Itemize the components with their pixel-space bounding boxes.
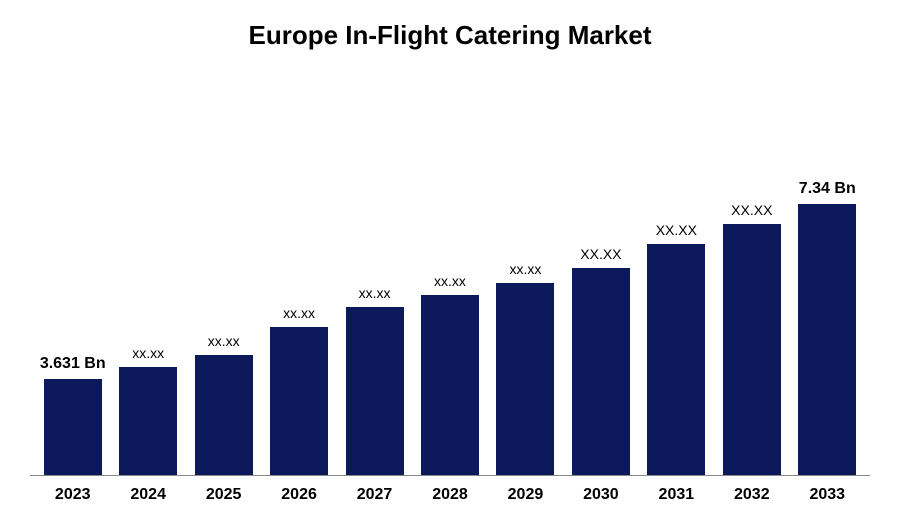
x-label: 2033 [790,486,865,504]
chart-area: 3.631 Bn xx.xx xx.xx xx.xx xx.xx xx.xx x… [30,76,870,476]
bar-value-label: xx.xx [132,345,164,361]
bar-group: xx.xx [261,76,336,475]
chart-title: Europe In-Flight Catering Market [30,20,870,51]
bar-group: xx.xx [412,76,487,475]
bar-group: XX.XX [639,76,714,475]
bar [270,327,328,475]
bar-value-label: xx.xx [434,273,466,289]
bar [119,367,177,475]
x-label: 2025 [186,486,261,504]
bar-value-label: 3.631 Bn [40,355,106,373]
bar-group: XX.XX [563,76,638,475]
bar [647,244,705,475]
bar [723,224,781,475]
bar-value-label: xx.xx [283,305,315,321]
bar [496,283,554,475]
bar [421,295,479,475]
bar-value-label: XX.XX [580,246,621,262]
x-label: 2023 [35,486,110,504]
bar-value-label: XX.XX [656,222,697,238]
x-label: 2024 [110,486,185,504]
x-label: 2030 [563,486,638,504]
x-axis-labels: 2023 2024 2025 2026 2027 2028 2029 2030 … [30,476,870,504]
x-label: 2031 [639,486,714,504]
bar [346,307,404,475]
bar-group: xx.xx [337,76,412,475]
x-label: 2026 [261,486,336,504]
bar-group: 3.631 Bn [35,76,110,475]
bar-group: xx.xx [488,76,563,475]
bar-value-label: XX.XX [731,202,772,218]
x-label: 2029 [488,486,563,504]
bar [195,355,253,475]
bar-value-label: xx.xx [359,285,391,301]
bar-group: xx.xx [110,76,185,475]
bar-value-label: xx.xx [208,333,240,349]
chart-container: Europe In-Flight Catering Market 3.631 B… [0,0,900,525]
x-label: 2028 [412,486,487,504]
bar-value-label: 7.34 Bn [799,180,856,198]
bar [44,379,102,475]
bar [572,268,630,475]
x-label: 2032 [714,486,789,504]
x-label: 2027 [337,486,412,504]
bar-group: xx.xx [186,76,261,475]
bar [798,204,856,475]
bar-group: XX.XX [714,76,789,475]
bar-value-label: xx.xx [510,261,542,277]
bar-group: 7.34 Bn [790,76,865,475]
